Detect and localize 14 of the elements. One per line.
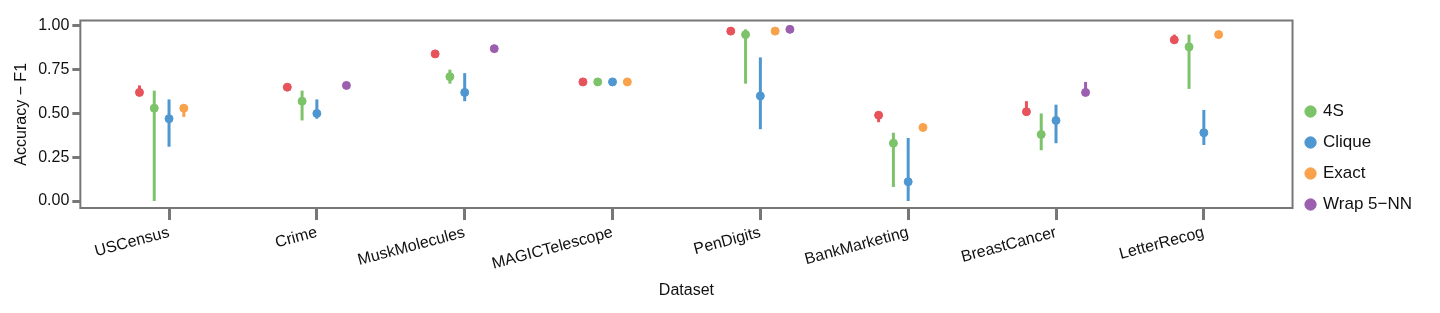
y-tick-label: 0.75 xyxy=(38,60,70,78)
y-tick-label: 0.50 xyxy=(38,103,70,121)
legend-label: 4S xyxy=(1323,101,1344,121)
x-tick-label: USCensus xyxy=(92,223,171,260)
x-axis-title: Dataset xyxy=(658,280,715,298)
y-tick-label: 0.25 xyxy=(38,147,70,165)
y-tick-label: 1.00 xyxy=(38,16,70,34)
legend-label: Clique xyxy=(1323,132,1372,152)
x-tick-label: Crime xyxy=(273,223,319,251)
x-tick-label: PenDigits xyxy=(691,223,763,258)
legend-label: Wrap 5−NN xyxy=(1323,194,1412,214)
legend-label: Exact xyxy=(1323,163,1366,183)
y-axis-title: Accuracy − F1 xyxy=(12,62,30,166)
y-tick-label: 0.00 xyxy=(38,191,70,209)
